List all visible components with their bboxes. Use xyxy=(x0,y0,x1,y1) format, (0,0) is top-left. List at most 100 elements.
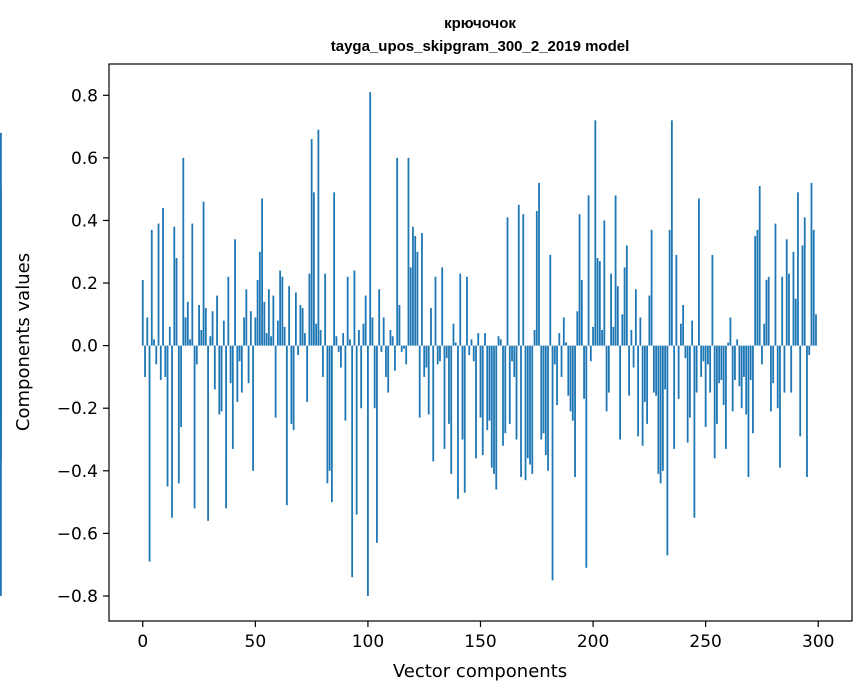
bar xyxy=(173,226,176,346)
bar xyxy=(337,345,340,352)
bar xyxy=(799,345,802,437)
bar xyxy=(391,336,394,346)
bar xyxy=(283,326,286,346)
bar xyxy=(792,251,795,346)
bar xyxy=(155,345,158,365)
bar xyxy=(367,345,369,596)
bar xyxy=(569,345,572,412)
bar xyxy=(637,345,640,437)
bar xyxy=(0,345,2,596)
x-tick-label: 250 xyxy=(689,632,721,652)
bar xyxy=(236,345,239,402)
bar xyxy=(508,345,511,424)
bar xyxy=(738,345,741,387)
bar xyxy=(301,308,304,346)
bar xyxy=(655,345,658,396)
bar xyxy=(612,326,615,346)
bar xyxy=(333,192,336,346)
bar xyxy=(628,345,630,396)
bar xyxy=(245,289,248,346)
bar xyxy=(335,336,338,346)
bar xyxy=(414,236,417,346)
bar xyxy=(362,323,365,346)
axis-ticks-group: 0 50 100 150 200 250 300 −0.8 −0.6 −0.4 −0.2 0.0 0.2… xyxy=(57,86,835,652)
bar xyxy=(213,345,216,390)
bar xyxy=(231,345,234,449)
bar xyxy=(166,345,169,487)
y-tick-label: −0.8 xyxy=(57,587,98,607)
bar xyxy=(812,229,815,346)
bar xyxy=(688,345,691,418)
bar xyxy=(515,345,518,440)
bar xyxy=(351,345,354,578)
bar xyxy=(781,276,784,346)
bar xyxy=(709,345,712,393)
bar xyxy=(736,339,739,346)
bar xyxy=(625,245,628,346)
bar xyxy=(263,301,266,346)
bar xyxy=(427,345,430,415)
bar xyxy=(385,345,387,377)
bar xyxy=(387,345,390,393)
bar xyxy=(707,345,709,365)
bar xyxy=(603,220,606,346)
bar xyxy=(592,326,594,346)
bar xyxy=(403,345,405,349)
bar xyxy=(754,236,757,346)
bar xyxy=(652,345,655,393)
bar xyxy=(511,345,513,362)
bar xyxy=(533,329,536,346)
bar xyxy=(168,326,171,346)
bar xyxy=(258,251,261,346)
bar xyxy=(788,273,790,346)
bar xyxy=(504,345,507,434)
bar xyxy=(373,345,376,409)
bar xyxy=(790,345,793,393)
bar xyxy=(274,345,277,418)
bar xyxy=(454,342,457,346)
bar xyxy=(716,345,718,424)
bar xyxy=(317,129,320,346)
bar xyxy=(227,276,230,346)
bar xyxy=(596,258,599,346)
bar xyxy=(475,345,477,459)
bar xyxy=(452,323,455,346)
bar xyxy=(797,192,799,346)
bar xyxy=(389,329,392,346)
bar xyxy=(749,345,752,381)
bar xyxy=(648,295,651,346)
bar xyxy=(684,345,687,359)
bar xyxy=(583,345,585,399)
bar xyxy=(493,345,495,474)
bar xyxy=(360,345,363,409)
bar xyxy=(774,223,777,346)
bar xyxy=(324,273,327,346)
bar xyxy=(423,345,426,377)
bar xyxy=(157,223,160,346)
bar xyxy=(700,345,703,377)
bar xyxy=(466,276,468,346)
x-tick-label: 0 xyxy=(137,632,148,652)
bar xyxy=(457,345,459,499)
bar xyxy=(752,345,754,434)
bar xyxy=(776,345,779,409)
bar xyxy=(632,345,635,368)
bar xyxy=(344,345,347,421)
bar xyxy=(400,345,403,352)
bar xyxy=(763,323,766,346)
bar xyxy=(394,345,396,371)
bar xyxy=(479,345,482,418)
bar xyxy=(727,342,730,346)
bar xyxy=(677,345,680,399)
bar xyxy=(713,345,716,459)
bar xyxy=(186,301,189,346)
bar xyxy=(405,345,408,365)
bar xyxy=(146,317,149,346)
bar xyxy=(353,270,356,346)
bar xyxy=(303,333,306,346)
bar xyxy=(398,304,401,346)
bar xyxy=(211,311,214,346)
bar xyxy=(623,267,626,346)
bar xyxy=(803,217,806,346)
bar xyxy=(704,345,707,427)
